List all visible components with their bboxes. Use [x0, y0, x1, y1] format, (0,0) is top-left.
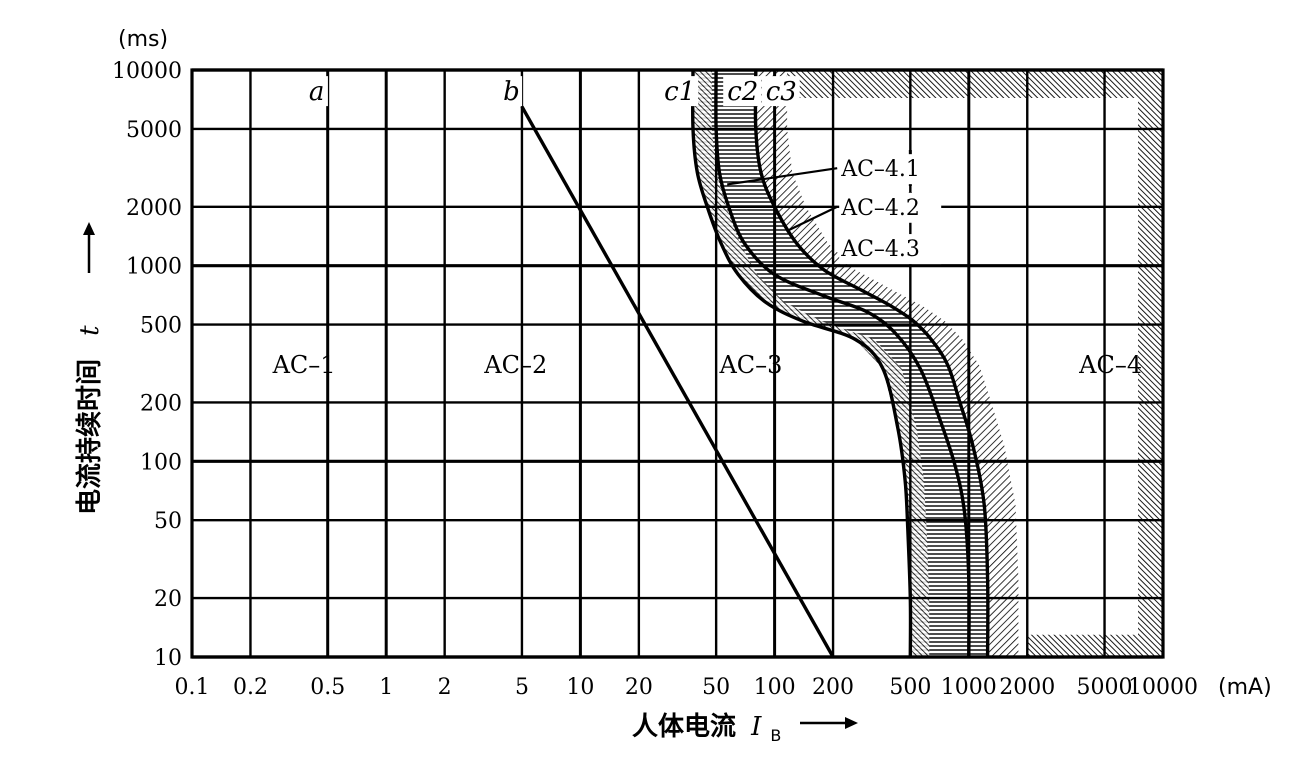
ac4-label-bg [839, 192, 942, 223]
curve-label-bg [304, 76, 328, 107]
ac4-label-bg [839, 154, 942, 185]
y-unit: (ms) [118, 27, 168, 52]
x-tick-label: 5 [515, 675, 529, 700]
curve-label-c2: c2 [727, 77, 758, 107]
curve-b [520, 105, 835, 658]
curve-label-bg [723, 76, 762, 107]
y-tick-label: 200 [140, 391, 182, 416]
annotations: a b c1 c2 c3 AC–1 AC–2 AC–3 AC–4 AC–4.1 AC–4.2 AC–4… [272, 76, 1142, 379]
x-axis-title: 人体电流 I B [632, 712, 858, 745]
curve-label-bg [499, 76, 523, 107]
y-tick-label: 50 [154, 509, 182, 534]
x-tick-label: 0.1 [175, 675, 210, 700]
y-tick-label: 100 [140, 450, 182, 475]
plot-border [190, 68, 1165, 659]
zone-label: AC–3 [718, 351, 782, 379]
curve-c1 [690, 69, 913, 658]
curve-label-bg [761, 76, 800, 107]
x-tick-label: 1 [379, 675, 393, 700]
curve-label-bg [660, 76, 699, 107]
x-tick-label: 0.5 [310, 675, 345, 700]
curve-c3 [753, 69, 990, 658]
y-tick-label: 5000 [126, 118, 182, 143]
y-axis-arrowhead [83, 222, 95, 235]
x-tick-label: 50 [702, 675, 730, 700]
zone-label: AC–1 [272, 351, 336, 379]
curve-label-c3: c3 [766, 77, 797, 107]
x-tick-labels: 0.1 0.2 0.5 1 2 5 10 20 50 100 200 500 1000 2000 50001… [175, 675, 1199, 700]
svg-text:电流持续时间 t: 电流持续时间 t [74, 325, 105, 515]
x-tick-label: 5000 [1077, 675, 1133, 700]
x-axis-title-text: 人体电流 [632, 712, 736, 742]
x-tick-label: 10000 [1128, 675, 1198, 700]
ac4-leader-line [727, 167, 838, 186]
y-tick-label: 20 [154, 587, 182, 612]
ac4-label: AC–4.2 [840, 196, 920, 221]
zone-label: AC–4 [1078, 351, 1142, 379]
x-tick-label: 0.2 [233, 675, 268, 700]
ac4-leader-line [785, 205, 838, 233]
x-axis-arrowhead [845, 717, 858, 729]
x-tick-label: 2000 [999, 675, 1055, 700]
y-tick-label: 1000 [126, 255, 182, 280]
ac4-label-bg [839, 234, 942, 265]
plot-frame [190, 68, 1165, 659]
x-tick-label: 1000 [941, 675, 997, 700]
x-unit: (mA) [1218, 675, 1272, 700]
y-tick-label: 500 [140, 314, 182, 339]
x-tick-label: 20 [625, 675, 653, 700]
y-axis-symbol: t [75, 325, 105, 336]
curve-label-b: b [503, 77, 520, 107]
x-axis-symbol: I [750, 712, 762, 742]
y-axis-title-text: 电流持续时间 [74, 359, 105, 515]
x-tick-label: 10 [566, 675, 594, 700]
ac4-label: AC–4.1 [840, 157, 920, 182]
x-tick-label: 200 [812, 675, 854, 700]
x-tick-label: 500 [889, 675, 931, 700]
curve-c2 [714, 69, 971, 658]
x-tick-label: 100 [754, 675, 796, 700]
svg-text:人体电流 I B: 人体电流 I B [632, 712, 781, 745]
y-tick-label: 2000 [126, 196, 182, 221]
y-tick-labels: 10000 5000 2000 1000 500 200 100 50 20 10 [112, 59, 182, 671]
curve-label-c1: c1 [664, 77, 695, 107]
curves [326, 69, 990, 658]
y-axis-title: 电流持续时间 t [74, 222, 105, 515]
y-tick-label: 10 [154, 646, 182, 671]
x-tick-label: 2 [438, 675, 452, 700]
y-tick-label: 10000 [112, 59, 182, 84]
ac4-label: AC–4.3 [840, 237, 920, 262]
x-axis-symbol-sub: B [770, 726, 781, 745]
curve-label-a: a [309, 77, 325, 107]
zone-label: AC–2 [483, 351, 547, 379]
